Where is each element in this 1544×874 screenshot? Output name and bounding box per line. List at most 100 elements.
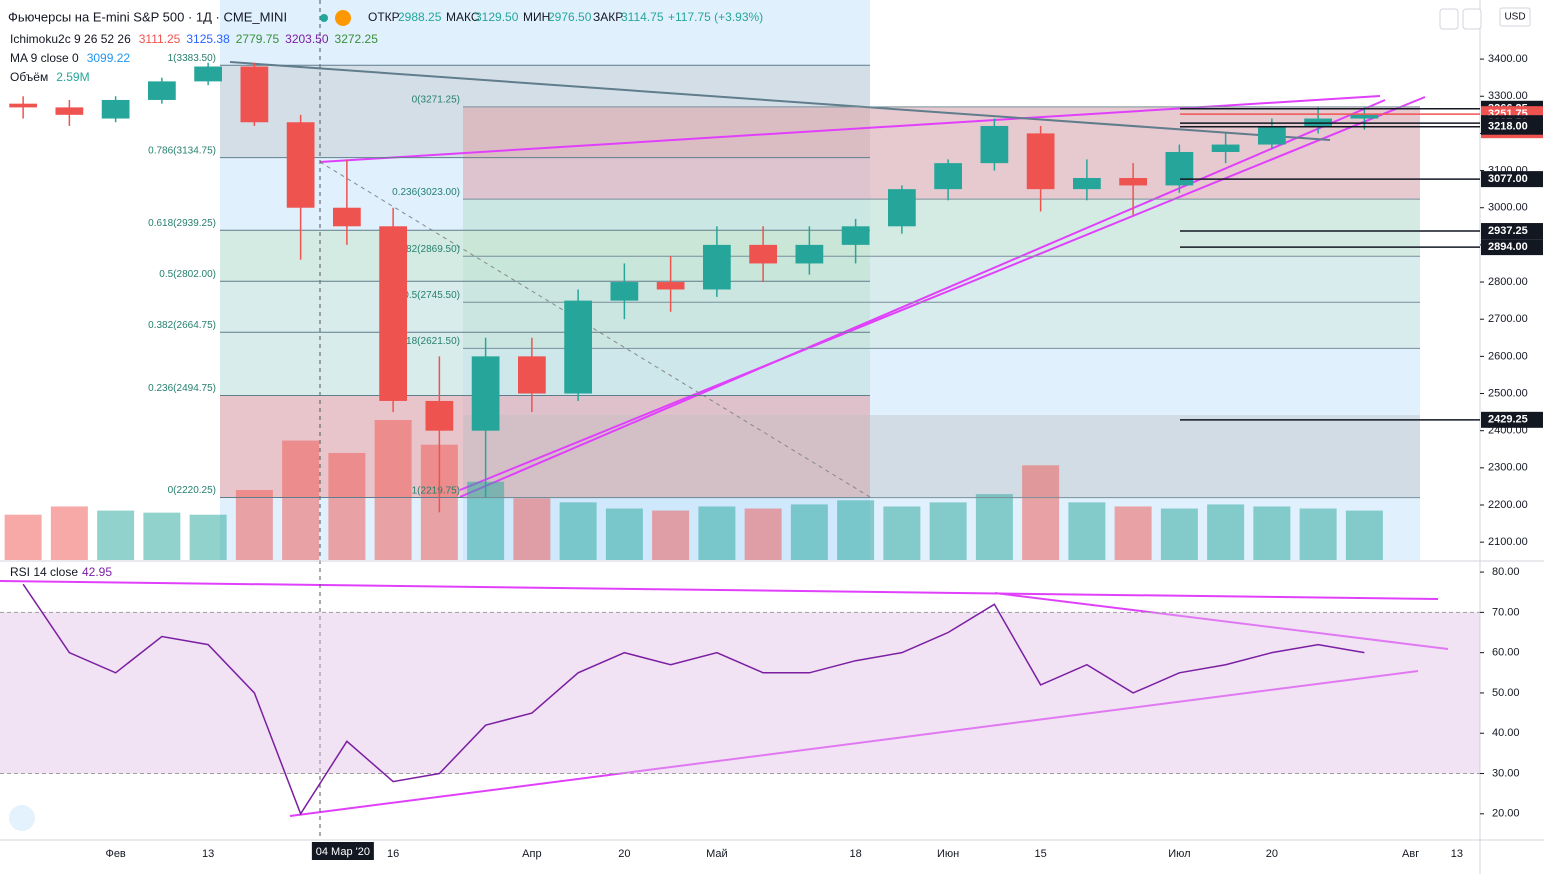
- price-label: 3218.00: [1488, 121, 1528, 133]
- volume-bar: [1299, 508, 1337, 560]
- volume-bar: [235, 490, 273, 560]
- volume-bar: [929, 502, 967, 560]
- trend-line: [319, 161, 871, 498]
- rsi-last: 42.95: [82, 565, 112, 579]
- candle-body: [1026, 133, 1055, 190]
- candle-body: [518, 356, 546, 394]
- button[interactable]: [1439, 8, 1459, 30]
- volume-bar: [605, 508, 643, 560]
- candle-body: [240, 66, 269, 123]
- candle-body: [471, 356, 500, 431]
- x-tick-label: Июн: [937, 848, 959, 860]
- volume-bar: [50, 506, 88, 560]
- candle-body: [1073, 177, 1101, 190]
- volume-bar: [4, 514, 42, 560]
- volume-bar: [1207, 504, 1245, 560]
- volume-bar: [652, 510, 690, 560]
- indicator-value: 3125.38: [186, 32, 230, 46]
- y-tick-label: 2300.00: [1488, 462, 1528, 474]
- fib-label: 0.786(3134.75): [148, 145, 216, 156]
- volume-bar: [698, 506, 736, 560]
- indicator-name: Объём: [10, 70, 48, 84]
- low-value: 2976.50: [548, 10, 592, 24]
- price-label-box: [1481, 171, 1543, 188]
- rsi-tick-label: 40.00: [1492, 727, 1520, 739]
- x-tick-label: 13: [1451, 848, 1463, 860]
- volume-bar: [837, 500, 875, 560]
- fib-label: 0.618(2939.25): [148, 218, 216, 229]
- price-label-box: [1481, 223, 1543, 240]
- candle-body: [1119, 177, 1147, 186]
- candle-body: [1304, 118, 1332, 126]
- x-tick-label: Фев: [105, 848, 125, 860]
- x-tick-label: 04 Мар '20: [316, 846, 370, 858]
- indicator-value: 3111.25: [139, 32, 181, 46]
- indicator-value: 3272.25: [335, 32, 379, 46]
- currency-box[interactable]: [1499, 7, 1531, 27]
- high-value: 3129.50: [475, 10, 519, 24]
- open-value: 2988.25: [398, 10, 442, 24]
- indicator-name: MA 9 close 0: [10, 51, 79, 65]
- price-label-box: [1481, 411, 1543, 428]
- candle-body: [1165, 151, 1194, 186]
- price-label: 3077.00: [1488, 173, 1528, 185]
- rsi-tick-label: 80.00: [1492, 566, 1520, 578]
- candle-body: [286, 122, 315, 208]
- y-tick-label: 2600.00: [1488, 350, 1528, 362]
- candle-body: [656, 282, 685, 290]
- volume-bar: [1345, 510, 1383, 560]
- rsi-band: [0, 612, 1480, 774]
- candle-body: [980, 125, 1009, 164]
- volume-bar: [1068, 502, 1106, 560]
- candle-body: [101, 99, 130, 119]
- rsi-tick-label: 30.00: [1492, 767, 1520, 779]
- fib-label: 0(3271.25): [412, 95, 460, 106]
- candle-body: [703, 244, 731, 290]
- candle-body: [9, 103, 37, 108]
- volume-bar: [975, 494, 1013, 560]
- volume-bar: [189, 514, 227, 560]
- price-label-box: [1481, 239, 1543, 256]
- candle-body: [934, 163, 962, 190]
- candle-body: [1350, 114, 1379, 119]
- candle-body: [333, 207, 361, 227]
- symbol-title: Фьючерсы на E-mini S&P 500 · 1Д · CME_MI…: [8, 9, 287, 24]
- status-dot: [320, 14, 328, 22]
- x-tick-label: Май: [706, 848, 728, 860]
- fib-label: 0.5(2802.00): [159, 269, 216, 280]
- x-tick-label: 15: [1035, 848, 1047, 860]
- candle-body: [564, 300, 592, 394]
- logo[interactable]: [9, 805, 35, 831]
- candle-body: [1258, 125, 1286, 145]
- price-label: 2894.00: [1488, 241, 1528, 253]
- rsi-tick-label: 50.00: [1492, 687, 1520, 699]
- y-tick-label: 2700.00: [1488, 313, 1528, 325]
- y-tick-label: 3000.00: [1488, 202, 1528, 214]
- y-tick-label: 2800.00: [1488, 276, 1528, 288]
- y-tick-label: 3300.00: [1488, 90, 1528, 102]
- candle-body: [841, 226, 870, 245]
- volume-bar: [282, 440, 320, 560]
- price-label: 2937.25: [1488, 225, 1528, 237]
- delay-badge: [335, 10, 351, 26]
- indicator-name: Ichimoku2c 9 26 52 26: [10, 32, 131, 46]
- fib-label: 0.236(3023.00): [392, 187, 460, 198]
- volume-bar: [790, 504, 828, 560]
- low-label: МИН: [523, 10, 550, 24]
- candle-body: [795, 244, 824, 264]
- volume-bar: [1114, 506, 1152, 560]
- high-label: МАКС: [446, 10, 480, 24]
- x-tick-label: Июл: [1168, 848, 1190, 860]
- crosshair-date-box: [311, 842, 374, 860]
- fib-label: 0.618(2621.50): [392, 336, 460, 347]
- change-value: +117.75 (+3.93%): [668, 10, 763, 24]
- volume-bar: [1160, 508, 1198, 560]
- x-tick-label: 20: [618, 848, 630, 860]
- fib-label: 0.236(2494.75): [148, 383, 216, 394]
- x-tick-label: 16: [387, 848, 399, 860]
- fib-label: 0(2220.25): [168, 485, 216, 496]
- fib-band: [220, 65, 870, 157]
- open-label: ОТКР: [368, 10, 400, 24]
- button[interactable]: [1462, 8, 1482, 30]
- rsi-name: RSI 14 close: [10, 565, 78, 579]
